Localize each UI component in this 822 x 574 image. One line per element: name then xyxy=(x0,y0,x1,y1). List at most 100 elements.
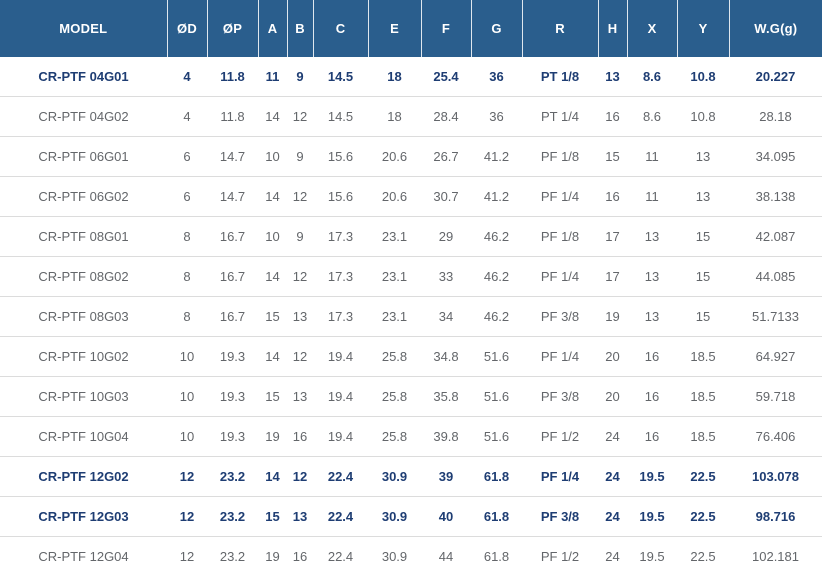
model-cell: CR-PTF 06G02 xyxy=(0,176,167,217)
value-cell: 51.6 xyxy=(471,336,522,377)
value-cell: PF 1/4 xyxy=(522,256,598,297)
value-cell: 51.6 xyxy=(471,376,522,417)
value-cell: 16.7 xyxy=(207,216,258,257)
value-cell: 4 xyxy=(167,57,207,97)
value-cell: 25.4 xyxy=(421,57,471,97)
value-cell: PF 1/4 xyxy=(522,456,598,497)
value-cell: 19.3 xyxy=(207,376,258,417)
value-cell: 9 xyxy=(287,216,313,257)
value-cell: PF 1/8 xyxy=(522,136,598,177)
value-cell: 15 xyxy=(677,296,729,337)
value-cell: 24 xyxy=(598,496,627,537)
value-cell: 10.8 xyxy=(677,96,729,137)
value-cell: 18.5 xyxy=(677,416,729,457)
value-cell: PT 1/4 xyxy=(522,96,598,137)
value-cell: 12 xyxy=(167,456,207,497)
model-cell: CR-PTF 08G01 xyxy=(0,216,167,257)
value-cell: 17.3 xyxy=(313,296,368,337)
value-cell: 13 xyxy=(287,496,313,537)
value-cell: 46.2 xyxy=(471,216,522,257)
model-cell: CR-PTF 08G03 xyxy=(0,296,167,337)
value-cell: 19.3 xyxy=(207,416,258,457)
value-cell: 30.9 xyxy=(368,536,421,574)
value-cell: 61.8 xyxy=(471,456,522,497)
column-header: ØD xyxy=(166,0,207,57)
table-body: CR-PTF 04G01 4 11.8 11 9 14.5 18 25.4 36 PT 1/8 13… xyxy=(0,57,822,574)
value-cell: 18 xyxy=(368,57,421,97)
model-cell: CR-PTF 10G04 xyxy=(0,416,167,457)
value-cell: 64.927 xyxy=(729,336,822,377)
value-cell: 24 xyxy=(598,416,627,457)
value-cell: 16 xyxy=(287,536,313,574)
value-cell: 36 xyxy=(471,57,522,97)
model-cell: CR-PTF 12G04 xyxy=(0,536,167,574)
value-cell: 15 xyxy=(677,256,729,297)
value-cell: 10 xyxy=(258,216,287,257)
value-cell: PF 1/2 xyxy=(522,536,598,574)
value-cell: 23.1 xyxy=(368,256,421,297)
value-cell: 59.718 xyxy=(729,376,822,417)
value-cell: 38.138 xyxy=(729,176,822,217)
table-row: CR-PTF 06G01 6 14.7 10 9 15.6 20.6 26.7 41.2 PF 1… xyxy=(0,136,822,177)
value-cell: 23.2 xyxy=(207,456,258,497)
value-cell: PF 1/2 xyxy=(522,416,598,457)
value-cell: 19.5 xyxy=(627,496,677,537)
value-cell: 19.4 xyxy=(313,376,368,417)
value-cell: 44.085 xyxy=(729,256,822,297)
value-cell: 30.7 xyxy=(421,176,471,217)
table-row: CR-PTF 08G03 8 16.7 15 13 17.3 23.1 34 46.2 PF 3/… xyxy=(0,296,822,337)
model-cell: CR-PTF 04G01 xyxy=(0,57,167,97)
model-cell: CR-PTF 08G02 xyxy=(0,256,167,297)
value-cell: 19 xyxy=(258,416,287,457)
value-cell: 14.7 xyxy=(207,136,258,177)
value-cell: 13 xyxy=(287,296,313,337)
value-cell: 13 xyxy=(627,296,677,337)
value-cell: 19 xyxy=(258,536,287,574)
value-cell: 16 xyxy=(627,336,677,377)
value-cell: 6 xyxy=(167,176,207,217)
value-cell: 39.8 xyxy=(421,416,471,457)
value-cell: 98.716 xyxy=(729,496,822,537)
column-header: A xyxy=(257,0,287,57)
value-cell: 61.8 xyxy=(471,496,522,537)
value-cell: 11.8 xyxy=(207,57,258,97)
value-cell: 61.8 xyxy=(471,536,522,574)
column-header: E xyxy=(367,0,421,57)
value-cell: 17.3 xyxy=(313,216,368,257)
value-cell: 40 xyxy=(421,496,471,537)
value-cell: 19.5 xyxy=(627,456,677,497)
table-row: CR-PTF 06G02 6 14.7 14 12 15.6 20.6 30.7 41.2 PF … xyxy=(0,176,822,217)
value-cell: 23.2 xyxy=(207,536,258,574)
value-cell: 22.4 xyxy=(313,496,368,537)
value-cell: 20.227 xyxy=(729,57,822,97)
value-cell: 11 xyxy=(258,57,287,97)
value-cell: 41.2 xyxy=(471,176,522,217)
value-cell: 12 xyxy=(287,176,313,217)
value-cell: 34.095 xyxy=(729,136,822,177)
value-cell: 6 xyxy=(167,136,207,177)
model-cell: CR-PTF 10G02 xyxy=(0,336,167,377)
value-cell: 16 xyxy=(287,416,313,457)
value-cell: 8 xyxy=(167,216,207,257)
value-cell: 17 xyxy=(598,216,627,257)
model-cell: CR-PTF 12G02 xyxy=(0,456,167,497)
column-header: ØP xyxy=(206,0,258,57)
value-cell: 36 xyxy=(471,96,522,137)
value-cell: 22.5 xyxy=(677,456,729,497)
value-cell: 17 xyxy=(598,256,627,297)
value-cell: 10.8 xyxy=(677,57,729,97)
value-cell: 10 xyxy=(167,336,207,377)
value-cell: 20.6 xyxy=(368,136,421,177)
value-cell: PF 3/8 xyxy=(522,376,598,417)
value-cell: 44 xyxy=(421,536,471,574)
value-cell: 8 xyxy=(167,296,207,337)
value-cell: 16 xyxy=(598,176,627,217)
value-cell: 8.6 xyxy=(627,96,677,137)
value-cell: 9 xyxy=(287,57,313,97)
value-cell: 22.4 xyxy=(313,536,368,574)
table-row: CR-PTF 10G03 10 19.3 15 13 19.4 25.8 35.8 51.6 PF… xyxy=(0,376,822,417)
table-row: CR-PTF 08G01 8 16.7 10 9 17.3 23.1 29 46.2 PF 1/8… xyxy=(0,216,822,257)
value-cell: PF 1/4 xyxy=(522,176,598,217)
